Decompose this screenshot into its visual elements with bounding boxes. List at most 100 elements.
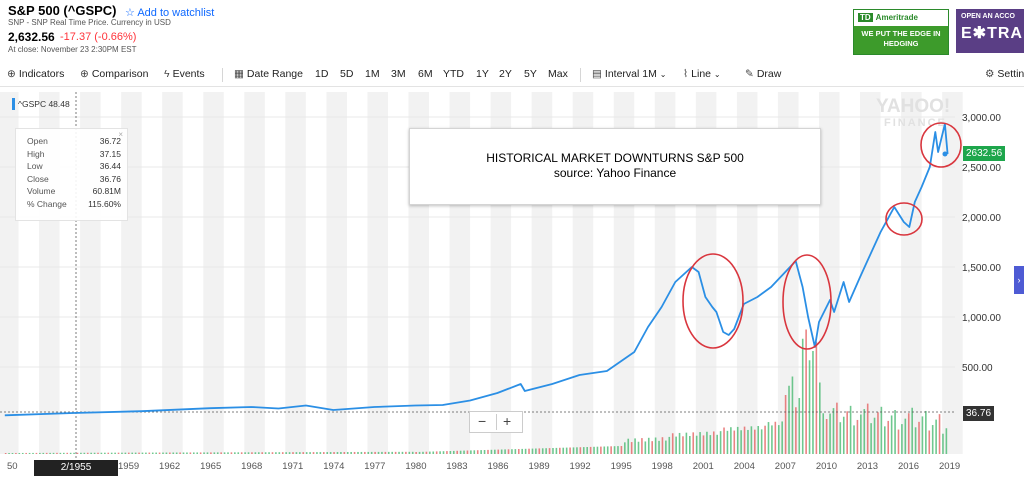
volume-bar [569,447,571,454]
volume-bar [4,453,7,454]
volume-bar [579,447,582,454]
volume-bar [432,451,435,454]
volume-bar [507,449,510,454]
volume-bar [25,452,27,454]
side-panel-toggle[interactable]: › [1014,266,1024,294]
indicators-label: Indicators [18,68,65,80]
price-line [4,123,949,417]
volume-bar [692,432,695,454]
volume-bar [186,452,188,454]
crosshair-date: 2/1955 [34,460,118,476]
volume-bar [644,441,647,454]
volume-bar [381,451,383,454]
volume-bar [340,452,342,454]
year-band [244,92,265,454]
x-tick-label: 2001 [693,461,714,472]
draw-button[interactable]: ✎ Draw [745,68,781,80]
volume-bar [446,451,448,454]
events-button[interactable]: ϟ Events [164,68,205,80]
volume-bar [494,449,496,454]
range-button-3m[interactable]: 3M [391,68,406,80]
volume-bar [394,451,397,454]
line-type-dropdown[interactable]: ⌇ Line ⌄ [683,68,721,80]
year-band [860,92,881,454]
toolbar-divider [580,68,581,82]
y-tick-label: 500.00 [962,363,993,374]
volume-bar [863,409,866,454]
volume-bar [541,448,544,454]
range-button-1d[interactable]: 1D [315,68,329,80]
volume-bar [914,427,917,454]
y-tick-label: 1,500.00 [962,263,1001,274]
y-tick-label: 1,000.00 [962,313,1001,324]
volume-bar [56,452,58,454]
x-tick-label: 1965 [200,461,221,472]
volume-bar [767,422,770,454]
volume-bar [302,452,305,454]
volume-bar [935,419,937,454]
ohlc-value: 36.44 [99,161,121,171]
volume-bar [309,452,311,454]
volume-bar [104,452,106,454]
ohlc-row: Volume 60.81M [27,186,121,197]
settings-label: Settin [997,68,1024,80]
date-range-button[interactable]: ▦ Date Range [234,68,303,80]
volume-bar [624,442,626,454]
close-icon[interactable]: × [118,130,123,139]
volume-bar [288,452,291,454]
volume-bar [528,448,530,454]
settings-button[interactable]: ⚙ Settin [985,68,1024,80]
volume-bar [788,385,790,454]
volume-bar [702,435,705,454]
x-tick-label: 50 [7,461,18,472]
interval-dropdown[interactable]: ▤ Interval 1M ⌄ [592,68,667,80]
volume-bar [179,452,181,454]
indicators-button[interactable]: ⊕ Indicators [7,68,64,80]
volume-bar [678,432,681,454]
range-button-1y[interactable]: 1Y [476,68,489,80]
volume-bar [517,449,520,454]
td-ameritrade-ad[interactable]: TD Ameritrade WE PUT THE EDGE IN HEDGING [853,9,949,55]
volume-bar [49,452,51,454]
zoom-out-button[interactable]: − [478,413,487,429]
volume-bar [610,446,612,454]
volume-bar [466,450,469,454]
volume-bar [531,448,534,454]
annotation-title: HISTORICAL MARKET DOWNTURNS S&P 500 [486,151,744,165]
zoom-in-button[interactable]: + [503,413,512,429]
add-to-watchlist-button[interactable]: ☆ Add to watchlist [125,6,214,19]
price-line-group [4,123,949,417]
range-button-5y[interactable]: 5Y [524,68,537,80]
volume-bar [689,436,691,454]
volume-bar [887,420,890,454]
volume-bar [8,452,10,454]
volume-bar [925,410,927,454]
volume-bar [203,452,205,454]
volume-bar [665,440,667,454]
volume-bar [572,447,575,454]
range-button-ytd[interactable]: YTD [443,68,464,80]
volume-bar [234,452,236,454]
volume-bar [15,452,17,454]
volume-bar [470,450,472,454]
volume-bar [832,408,835,454]
volume-bar [634,438,636,454]
range-button-2y[interactable]: 2Y [499,68,512,80]
volume-bar [552,448,554,454]
etrade-ad[interactable]: OPEN AN ACCO E✱TRA [956,9,1024,53]
chart-toolbar: ⊕ Indicators ⊕ Comparison ϟ Events ▦ Date Ra… [0,64,1024,87]
volume-bar [562,447,565,454]
events-label: Events [172,68,205,80]
volume-bar [329,452,332,454]
range-button-max[interactable]: Max [548,68,568,80]
comparison-button[interactable]: ⊕ Comparison [80,68,148,80]
range-button-1m[interactable]: 1M [365,68,380,80]
downturn-circle-2018 [920,122,962,168]
td-logo: TD [858,13,873,22]
range-button-6m[interactable]: 6M [418,68,433,80]
ohlc-label: % Change [27,198,67,209]
ohlc-row: Close 36.76 [27,174,121,185]
range-button-5d[interactable]: 5D [340,68,354,80]
volume-bar [682,436,684,454]
